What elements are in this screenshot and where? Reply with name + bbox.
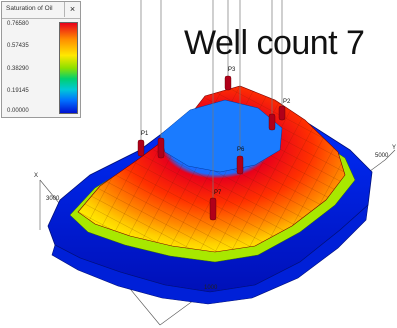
well-label-p2: P2 xyxy=(283,99,291,105)
well-marker-p3 xyxy=(224,75,232,91)
well-marker-p6 xyxy=(236,155,244,175)
well-lines xyxy=(140,0,283,210)
legend-tick-max: 0.76580 xyxy=(7,21,29,27)
reservoir-base-rim xyxy=(51,204,369,305)
y-axis-label: Y xyxy=(392,145,397,151)
well-label-p1: P1 xyxy=(141,131,149,137)
x-axis-tick: 3000 xyxy=(46,196,60,202)
x-axis-label: X xyxy=(34,173,39,179)
close-icon[interactable]: × xyxy=(64,2,80,17)
y-axis-tick: 5000 xyxy=(375,153,389,159)
legend-tick-q1: 0.19145 xyxy=(7,88,29,94)
legend-title: Saturation of Oil xyxy=(6,5,53,12)
saturation-legend: Saturation of Oil × 0.76580 0.57435 0.38… xyxy=(1,1,81,118)
well-label-p6: P6 xyxy=(237,147,245,153)
legend-tick-min: 0.00000 xyxy=(7,108,29,114)
well-marker-p1 xyxy=(137,139,145,157)
well-marker-p7 xyxy=(209,197,217,221)
well-marker-p2b xyxy=(278,105,286,121)
well-label-p7: P7 xyxy=(214,190,222,196)
legend-header: Saturation of Oil × xyxy=(2,2,80,19)
well-label-p3: P3 xyxy=(228,67,236,73)
legend-tick-mid: 0.38290 xyxy=(7,66,29,72)
z-axis-tick: 1000 xyxy=(204,285,218,291)
legend-tick-q3: 0.57435 xyxy=(7,43,29,49)
well-count-title: Well count 7 xyxy=(184,24,365,62)
well-marker-p2 xyxy=(268,113,276,131)
well-marker-p1b xyxy=(157,137,165,159)
color-scale-bar xyxy=(59,22,78,114)
